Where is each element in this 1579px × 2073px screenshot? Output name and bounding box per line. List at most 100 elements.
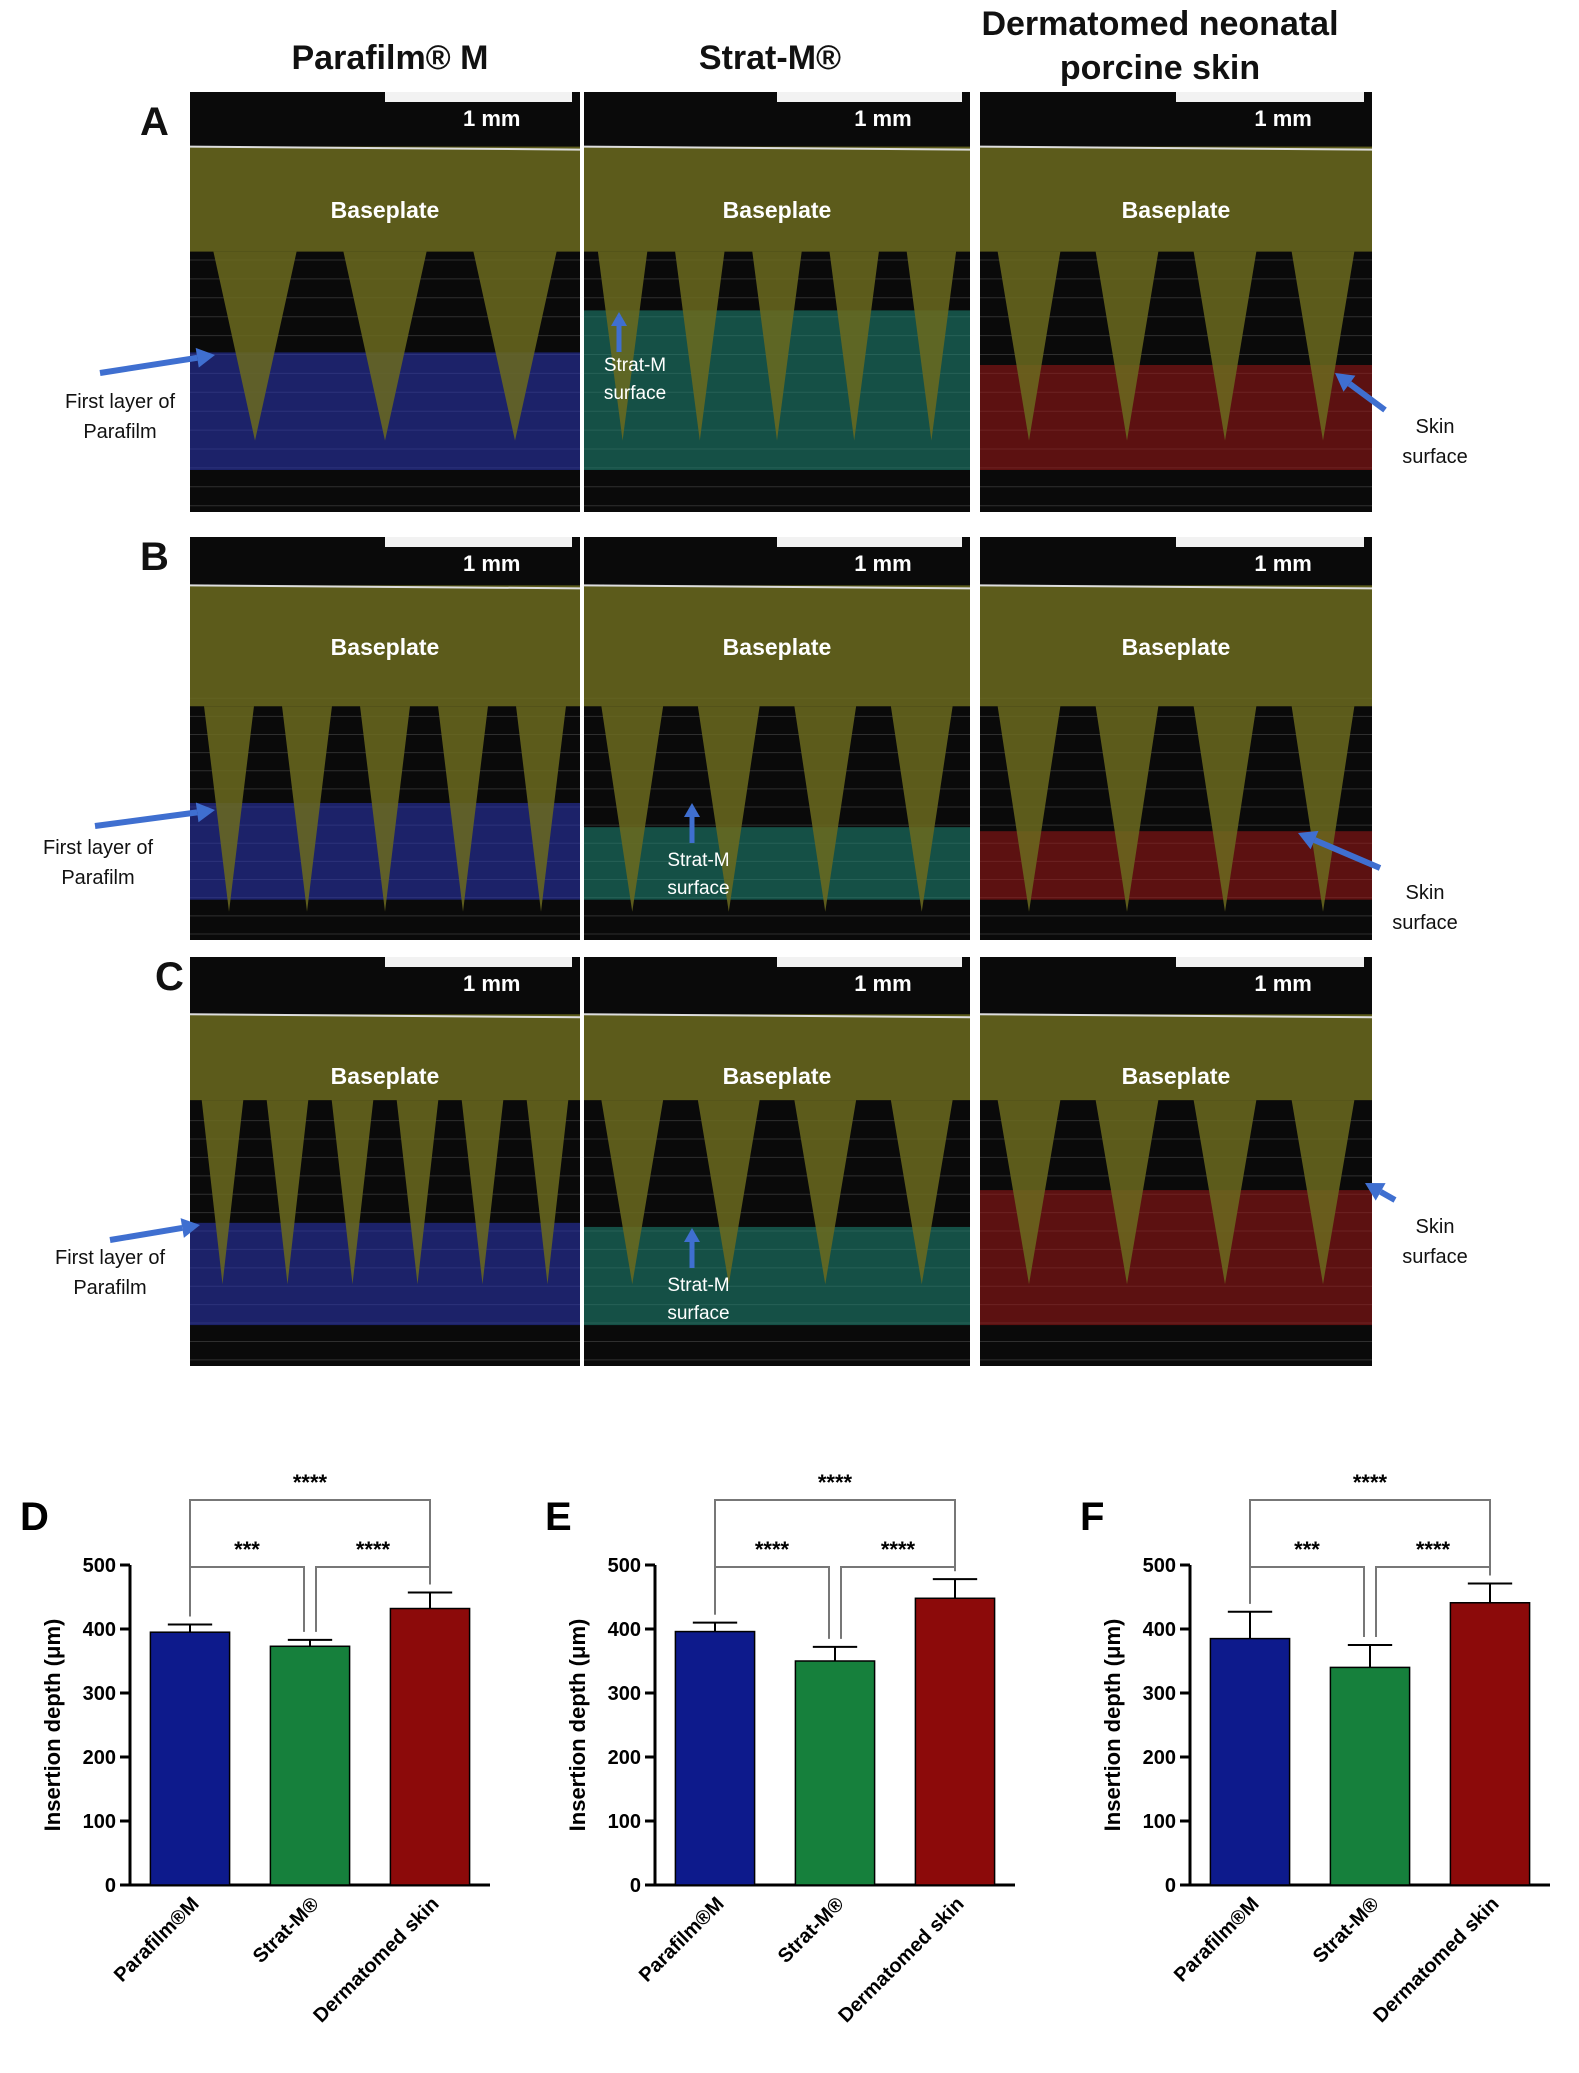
y-tick-label: 100	[1143, 1811, 1176, 1833]
baseplate-label: Baseplate	[1121, 633, 1231, 660]
significance-label: ****	[818, 1470, 853, 1495]
oct-panel-c-skin: 1 mm Baseplate	[980, 957, 1372, 1366]
stratm-surface-label: Strat-M surface	[667, 1274, 730, 1324]
panel-letter: F	[1080, 1495, 1104, 1539]
stratm-surface-label: Strat-M surface	[603, 355, 667, 405]
scale-label: 1 mm	[1254, 971, 1312, 996]
first-layer-text: First layer of Parafilm	[42, 837, 154, 889]
scale-bar	[1176, 92, 1365, 102]
scale-label: 1 mm	[463, 551, 521, 576]
category-label: Dermatomed skin	[834, 1893, 968, 2027]
label-skin-surface-c: Skin surface	[1395, 1212, 1475, 1272]
scale-label: 1 mm	[854, 971, 912, 996]
row-letter-c: C	[155, 955, 184, 999]
oct-panel-b-parafilm: 1 mm Baseplate	[190, 537, 580, 940]
oct-panel-c-stratm: 1 mm Baseplate Strat-M surface	[584, 957, 970, 1366]
baseplate-label: Baseplate	[1121, 197, 1231, 223]
category-label: Strat-M®	[1309, 1893, 1384, 1968]
skin-surface-text: Skin surface	[1402, 416, 1468, 468]
y-tick-label: 200	[608, 1747, 641, 1769]
y-tick-label: 0	[1165, 1875, 1176, 1897]
baseplate-label: Baseplate	[722, 1063, 832, 1090]
y-tick-label: 0	[105, 1875, 116, 1897]
arrow-icon	[611, 312, 627, 353]
scale-bar	[1176, 537, 1365, 547]
oct-image	[584, 584, 970, 935]
significance-bracket: ****	[714, 1537, 830, 1639]
label-skin-surface-b: Skin surface	[1385, 878, 1465, 938]
column-header-parafilm: Parafilm® M	[291, 39, 489, 77]
bar	[269, 1645, 351, 1886]
scale-bar	[1176, 957, 1365, 967]
bar	[389, 1607, 471, 1886]
significance-bracket: ****	[714, 1470, 956, 1615]
scale-bar	[777, 957, 963, 967]
bar	[1329, 1666, 1411, 1886]
significance-label: ****	[293, 1470, 328, 1495]
first-layer-text: First layer of Parafilm	[64, 391, 176, 443]
y-tick-label: 500	[608, 1555, 641, 1577]
y-tick-label: 400	[1143, 1619, 1176, 1641]
category-label: Dermatomed skin	[1369, 1893, 1503, 2027]
baseplate-label: Baseplate	[330, 633, 440, 660]
y-axis-label: Insertion depth (μm)	[1100, 1619, 1125, 1832]
significance-label: ****	[1416, 1537, 1451, 1562]
category-label: Dermatomed skin	[309, 1893, 443, 2027]
row-letter-b: B	[140, 535, 169, 579]
panel-letter: D	[20, 1495, 49, 1539]
significance-label: ****	[356, 1537, 391, 1562]
arrow-icon	[684, 803, 701, 844]
oct-panel-b-stratm: 1 mm Baseplate Strat-M surface	[584, 537, 970, 940]
significance-bracket: ***	[1249, 1537, 1365, 1637]
oct-image	[190, 145, 580, 507]
baseplate-label: Baseplate	[1121, 1063, 1231, 1090]
column-header-stratm: Strat-M®	[698, 39, 842, 77]
y-tick-label: 500	[1143, 1555, 1176, 1577]
row-letter-a: A	[140, 100, 169, 144]
significance-label: ***	[1294, 1537, 1320, 1562]
y-tick-label: 200	[83, 1747, 116, 1769]
category-label: Strat-M®	[774, 1893, 849, 1968]
label-first-layer-c: First layer of Parafilm	[40, 1243, 180, 1303]
significance-bracket: ****	[189, 1470, 431, 1617]
bar-chart-f: F 0 100 200 300 400 500 Insertion depth (μm) Par…	[1080, 1470, 1550, 2027]
oct-image	[190, 1013, 580, 1361]
y-axis-label: Insertion depth (μm)	[40, 1619, 65, 1832]
y-axis-label: Insertion depth (μm)	[565, 1619, 590, 1832]
oct-image	[980, 1013, 1372, 1361]
scale-bar	[385, 957, 573, 967]
y-tick-label: 400	[608, 1619, 641, 1641]
significance-label: ****	[1353, 1470, 1388, 1495]
y-tick-label: 100	[608, 1811, 641, 1833]
y-tick-label: 0	[630, 1875, 641, 1897]
scale-label: 1 mm	[854, 551, 912, 576]
category-label: Parafilm®M	[635, 1893, 729, 1987]
y-tick-label: 100	[83, 1811, 116, 1833]
y-tick-label: 500	[83, 1555, 116, 1577]
arrow-first-layer-c	[109, 1218, 200, 1243]
category-label: Strat-M®	[249, 1893, 324, 1968]
significance-label: ***	[234, 1537, 260, 1562]
oct-panel-a-stratm: 1 mm Baseplate Strat-M surface	[584, 92, 970, 512]
y-tick-label: 300	[608, 1683, 641, 1705]
scale-bar	[385, 92, 573, 102]
bar	[674, 1630, 756, 1886]
oct-image	[980, 145, 1372, 507]
baseplate-label: Baseplate	[722, 197, 832, 223]
scale-bar	[777, 92, 963, 102]
oct-image	[584, 145, 970, 507]
y-tick-label: 300	[83, 1683, 116, 1705]
bar	[149, 1631, 231, 1886]
label-first-layer-b: First layer of Parafilm	[28, 833, 168, 893]
category-label: Parafilm®M	[1170, 1893, 1264, 1987]
skin-surface-text: Skin surface	[1392, 882, 1458, 934]
scale-label: 1 mm	[1254, 551, 1312, 576]
oct-image	[980, 584, 1372, 935]
scale-bar	[777, 537, 963, 547]
scale-label: 1 mm	[463, 971, 521, 996]
bar	[1449, 1602, 1531, 1886]
column-header-skin: Dermatomed neonatal porcine skin	[981, 5, 1339, 87]
significance-bracket: ***	[189, 1537, 305, 1632]
label-first-layer-a: First layer of Parafilm	[50, 387, 190, 447]
arrow-icon	[684, 1227, 701, 1268]
